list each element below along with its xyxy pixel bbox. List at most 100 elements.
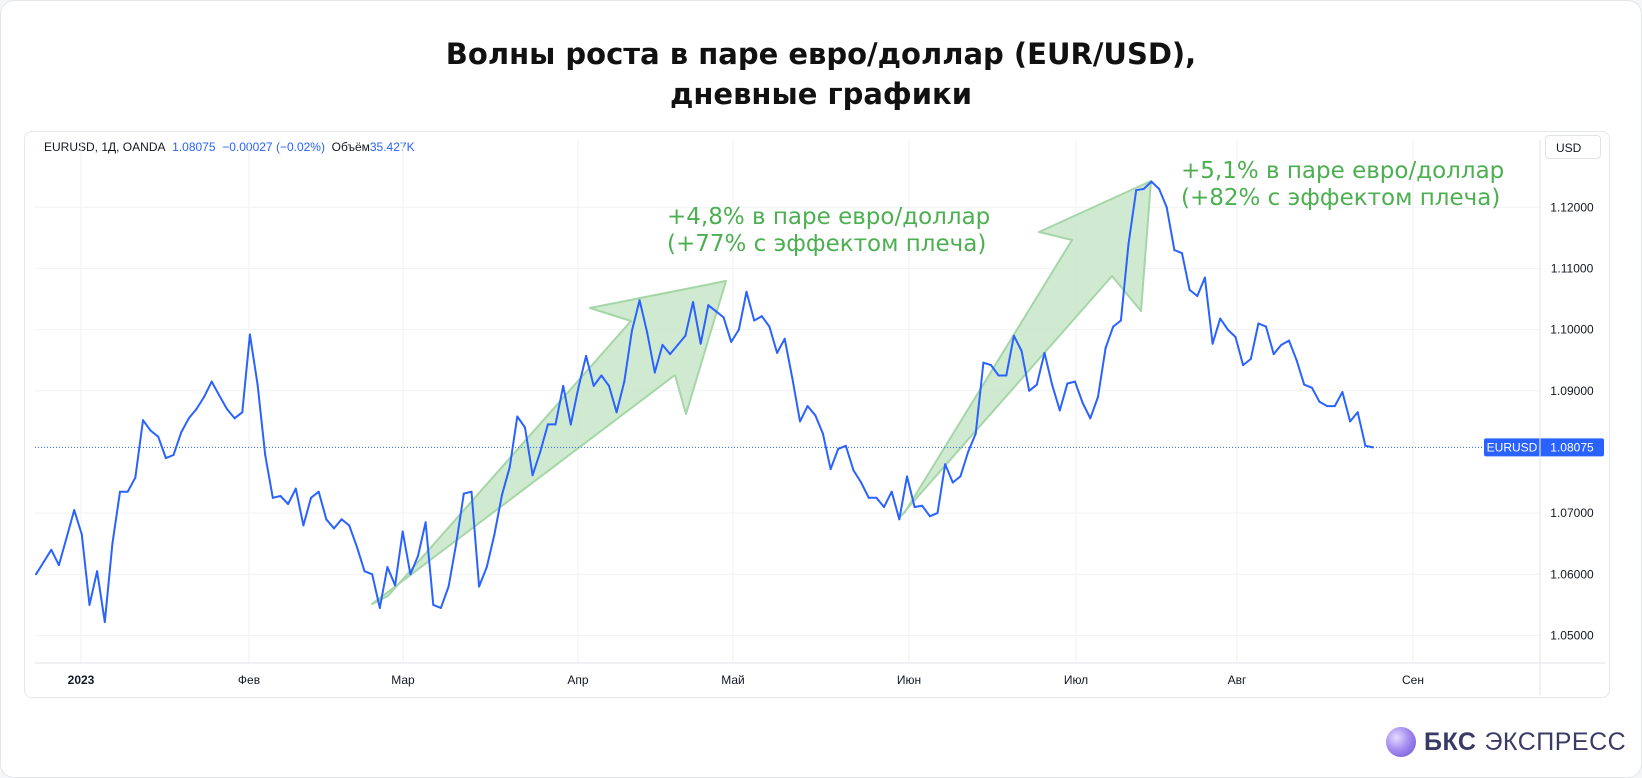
price-point	[1135, 189, 1138, 192]
price-point	[1356, 411, 1359, 414]
price-point	[600, 374, 603, 377]
legend-change: −0.00027 (−0.02%)	[222, 140, 325, 154]
price-point	[141, 419, 144, 422]
price-point	[760, 315, 763, 318]
price-point	[1265, 325, 1268, 328]
price-point	[1058, 409, 1061, 412]
price-point	[1104, 346, 1107, 349]
price-point	[256, 383, 259, 386]
price-point	[73, 509, 76, 512]
price-point	[928, 515, 931, 518]
price-point	[692, 301, 695, 304]
price-point	[646, 331, 649, 334]
price-point	[814, 414, 817, 417]
price-point	[371, 573, 374, 576]
price-point	[424, 521, 427, 524]
price-point	[447, 585, 450, 588]
price-point	[1142, 187, 1145, 190]
price-point	[516, 415, 519, 418]
price-point	[913, 506, 916, 509]
price-tag-box	[1484, 438, 1604, 457]
price-point	[699, 342, 702, 345]
grid-lines	[35, 140, 1540, 663]
price-point	[936, 512, 939, 515]
price-point	[921, 504, 924, 507]
last-price-tag: EURUSD 1.08075	[1484, 438, 1604, 457]
price-point	[1372, 446, 1374, 449]
brand-logo-icon	[1386, 727, 1416, 757]
price-point	[493, 533, 496, 536]
price-point	[248, 333, 251, 336]
price-point	[302, 524, 305, 527]
price-tick-label: 1.07000	[1550, 506, 1594, 520]
price-point	[218, 394, 221, 397]
price-point	[203, 395, 206, 398]
price-tick-label: 1.10000	[1550, 323, 1594, 337]
price-point	[363, 570, 366, 573]
time-tick-label: Июн	[897, 673, 921, 687]
price-point	[951, 481, 954, 484]
price-point	[355, 545, 358, 548]
price-point	[386, 565, 389, 568]
price-point	[1005, 374, 1008, 377]
price-tick-label: 1.06000	[1550, 567, 1594, 581]
price-point	[1349, 420, 1352, 423]
price-point	[409, 573, 412, 576]
price-point	[990, 364, 992, 367]
time-tick-label: 2023	[68, 673, 95, 687]
annotation-1-line-2: (+77% с эффектом плеча)	[667, 231, 986, 257]
price-point	[982, 361, 985, 364]
price-point	[1211, 342, 1214, 345]
price-point	[898, 518, 901, 521]
price-point	[1272, 353, 1275, 356]
price-point	[577, 386, 580, 389]
price-point	[1173, 249, 1176, 252]
price-point	[1188, 288, 1191, 291]
price-point	[1089, 417, 1092, 420]
price-point	[1287, 339, 1290, 342]
price-point	[88, 603, 91, 606]
annotation-1: +4,8% в паре евро/доллар (+77% с эффекто…	[667, 204, 990, 257]
price-point	[432, 603, 435, 606]
price-point	[745, 290, 748, 293]
price-point	[1326, 405, 1329, 408]
price-point	[394, 584, 397, 587]
price-point	[149, 429, 152, 432]
price-tag-symbol: EURUSD	[1487, 440, 1538, 454]
price-point	[1303, 383, 1306, 386]
price-point	[875, 496, 878, 499]
currency-button[interactable]: USD	[1545, 135, 1601, 159]
price-tag-value: 1.08075	[1550, 440, 1594, 454]
title-line-1: Волны роста в паре евро/доллар (EUR/USD)…	[445, 37, 1197, 71]
price-point	[1074, 380, 1077, 383]
price-point	[1318, 400, 1321, 403]
price-point	[271, 496, 274, 499]
price-point	[1051, 383, 1054, 386]
price-point	[378, 606, 381, 609]
price-point	[462, 492, 465, 495]
price-point	[35, 573, 37, 576]
time-axis-labels: 2023 Фев Мар Апр Май Июн Июл Авг Сен	[68, 673, 1424, 687]
price-point	[890, 490, 893, 493]
price-point	[967, 450, 970, 453]
price-point	[844, 444, 847, 447]
price-point	[1028, 389, 1031, 392]
price-point	[1081, 402, 1084, 405]
price-point	[776, 351, 779, 354]
price-point	[1249, 357, 1252, 360]
price-point	[1295, 359, 1298, 362]
price-point	[707, 304, 710, 307]
price-point	[539, 450, 542, 453]
price-point	[860, 481, 863, 484]
brand-name-regular: ЭКСПРЕСС	[1484, 727, 1627, 756]
price-point	[623, 380, 626, 383]
price-point	[569, 423, 572, 426]
price-point	[546, 423, 549, 426]
price-point	[134, 476, 137, 479]
time-tick-label: Сен	[1402, 673, 1424, 687]
price-tick-label: 1.05000	[1550, 628, 1594, 642]
price-point	[501, 493, 504, 496]
price-point	[791, 377, 794, 380]
price-point	[1333, 405, 1336, 408]
price-point	[883, 506, 886, 509]
